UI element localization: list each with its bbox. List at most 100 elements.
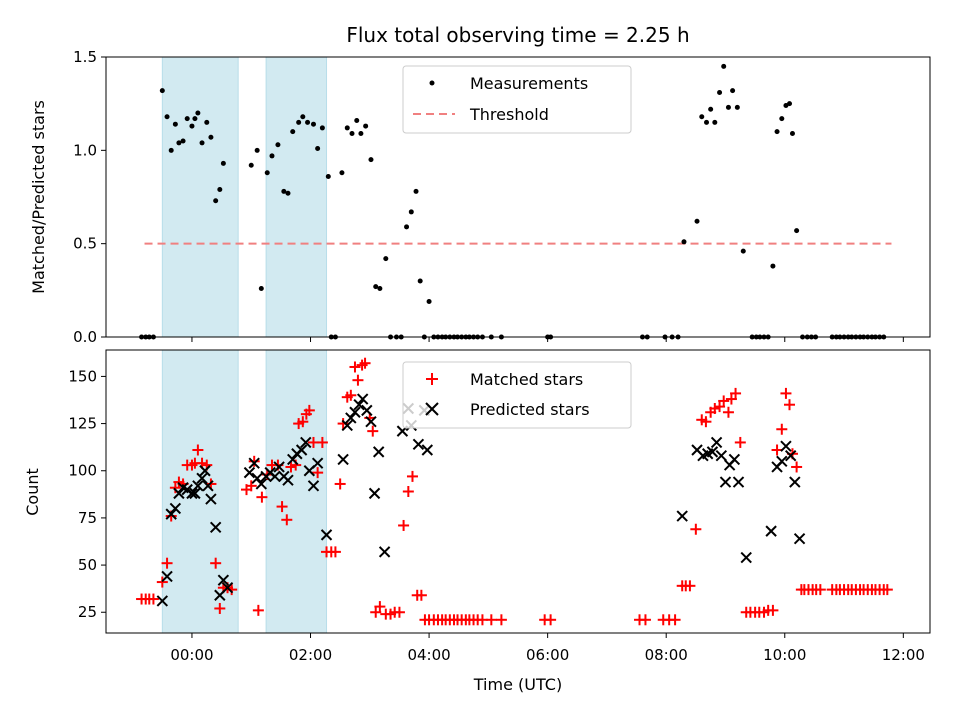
measurement-point bbox=[725, 104, 731, 110]
measurement-point bbox=[189, 123, 195, 129]
measurement-point bbox=[740, 248, 746, 254]
legend-matched-marker bbox=[426, 373, 438, 385]
predicted-star-point bbox=[186, 487, 198, 500]
matched-star-point bbox=[276, 501, 288, 513]
matched-star-point bbox=[639, 614, 651, 626]
predicted-star-point bbox=[676, 510, 688, 522]
bottom-x-ticks: 00:00 02:00 04:00 06:00 08:00 10:00 12:00 bbox=[170, 633, 925, 664]
predicted-star-point bbox=[165, 508, 177, 520]
measurement-point bbox=[721, 63, 727, 69]
x-tick-label: 06:00 bbox=[526, 646, 569, 664]
matched-star-point bbox=[374, 601, 386, 613]
predicted-star-point bbox=[341, 419, 353, 432]
matched-star-point bbox=[784, 399, 796, 411]
measurement-point bbox=[213, 198, 219, 204]
top-y-tick-label: 0.0 bbox=[73, 328, 97, 346]
measurement-point bbox=[285, 190, 291, 196]
predicted-star-point bbox=[189, 487, 201, 500]
matched-star-point bbox=[725, 393, 737, 405]
measurement-point bbox=[712, 119, 718, 125]
predicted-star-point bbox=[337, 453, 349, 466]
measurement-point bbox=[789, 131, 795, 137]
measurement-point bbox=[254, 147, 260, 153]
matched-star-point bbox=[776, 423, 788, 435]
bottom-panel: 00:00 02:00 04:00 06:00 08:00 10:00 12:00 25 50… bbox=[23, 349, 931, 694]
matched-star-point bbox=[367, 425, 379, 437]
measurement-point bbox=[172, 121, 178, 127]
bottom-y-tick-label: 125 bbox=[68, 415, 97, 433]
measurement-point bbox=[354, 117, 360, 123]
predicted-star-point bbox=[221, 582, 234, 594]
measurement-point bbox=[300, 114, 306, 120]
measurement-point bbox=[258, 285, 264, 291]
predicted-star-point bbox=[251, 472, 263, 485]
predicted-star-point bbox=[740, 551, 752, 564]
predicted-star-point bbox=[307, 480, 320, 492]
predicted-star-point bbox=[169, 502, 182, 515]
measurement-point bbox=[275, 142, 281, 148]
measurement-points bbox=[139, 63, 887, 340]
measurement-point bbox=[774, 129, 780, 135]
predicted-star-point bbox=[349, 406, 361, 418]
measurement-point bbox=[195, 110, 201, 116]
matched-star-point bbox=[734, 436, 746, 448]
top-shaded-bands bbox=[161, 56, 328, 338]
measurement-point bbox=[220, 160, 226, 166]
matched-star-points bbox=[136, 357, 893, 626]
predicted-star-point bbox=[192, 480, 204, 492]
legend-predicted-marker bbox=[425, 402, 439, 416]
matched-star-point bbox=[169, 482, 181, 494]
measurement-point bbox=[184, 116, 190, 122]
top-y-tick-label: 1.0 bbox=[73, 141, 97, 159]
predicted-star-point bbox=[765, 525, 777, 537]
measurement-point bbox=[681, 239, 687, 245]
bottom-y-tick-label: 75 bbox=[78, 509, 97, 527]
measurement-point bbox=[404, 224, 410, 230]
matched-star-point bbox=[245, 480, 257, 492]
x-tick-label: 00:00 bbox=[170, 646, 213, 664]
measurement-point bbox=[358, 131, 364, 137]
matched-star-point bbox=[881, 584, 893, 596]
predicted-star-point bbox=[412, 438, 425, 451]
bottom-y-tick-label: 50 bbox=[78, 556, 97, 574]
matched-star-point bbox=[312, 467, 324, 479]
matched-star-point bbox=[495, 614, 507, 626]
predicted-star-point bbox=[356, 393, 369, 405]
top-panel: 0.0 0.5 1.0 1.5 Matched/Predicted stars Mea… bbox=[29, 48, 931, 346]
measurement-point bbox=[217, 187, 223, 193]
bottom-y-tick-label: 25 bbox=[78, 603, 97, 621]
top-axes-frame bbox=[105, 56, 931, 338]
measurement-point bbox=[373, 284, 379, 290]
measurement-point bbox=[699, 114, 705, 120]
predicted-star-point bbox=[311, 457, 324, 469]
matched-star-point bbox=[359, 357, 371, 369]
matched-star-point bbox=[252, 604, 264, 616]
matched-star-point bbox=[485, 614, 497, 626]
measurement-point bbox=[368, 157, 374, 163]
measurement-point bbox=[417, 278, 423, 284]
matched-star-point bbox=[393, 606, 405, 618]
predicted-star-point bbox=[710, 436, 723, 449]
predicted-star-point bbox=[361, 404, 373, 417]
measurement-point bbox=[339, 170, 345, 176]
matched-star-point bbox=[722, 406, 734, 418]
top-y-tick-label: 0.5 bbox=[73, 235, 97, 253]
top-y-axis-label: Matched/Predicted stars bbox=[29, 100, 48, 294]
predicted-star-point bbox=[205, 493, 217, 505]
matched-star-point bbox=[214, 602, 226, 614]
measurement-point bbox=[296, 119, 302, 125]
matched-star-point bbox=[316, 436, 328, 448]
matched-star-point bbox=[192, 444, 204, 456]
matched-star-point bbox=[398, 519, 410, 531]
matched-star-point bbox=[771, 444, 783, 456]
matched-star-point bbox=[718, 395, 730, 407]
top-legend: Measurements Threshold bbox=[402, 65, 632, 134]
matched-star-point bbox=[406, 470, 418, 482]
measurement-point bbox=[269, 153, 275, 159]
matched-star-point bbox=[349, 361, 361, 373]
predicted-star-point bbox=[784, 449, 797, 462]
legend-measurements-marker bbox=[429, 80, 435, 86]
measurement-point bbox=[281, 188, 287, 194]
matched-star-point bbox=[345, 389, 357, 401]
